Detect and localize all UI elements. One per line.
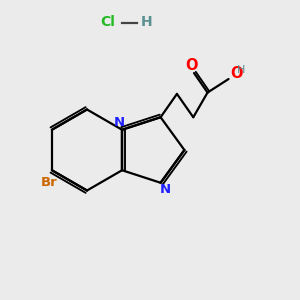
Text: N: N bbox=[160, 183, 171, 196]
Text: Cl: Cl bbox=[100, 16, 116, 29]
Text: H: H bbox=[237, 65, 245, 75]
Text: H: H bbox=[141, 16, 153, 29]
Text: Br: Br bbox=[40, 176, 57, 189]
Text: O: O bbox=[230, 66, 242, 81]
Text: O: O bbox=[185, 58, 197, 73]
Text: N: N bbox=[113, 116, 124, 129]
